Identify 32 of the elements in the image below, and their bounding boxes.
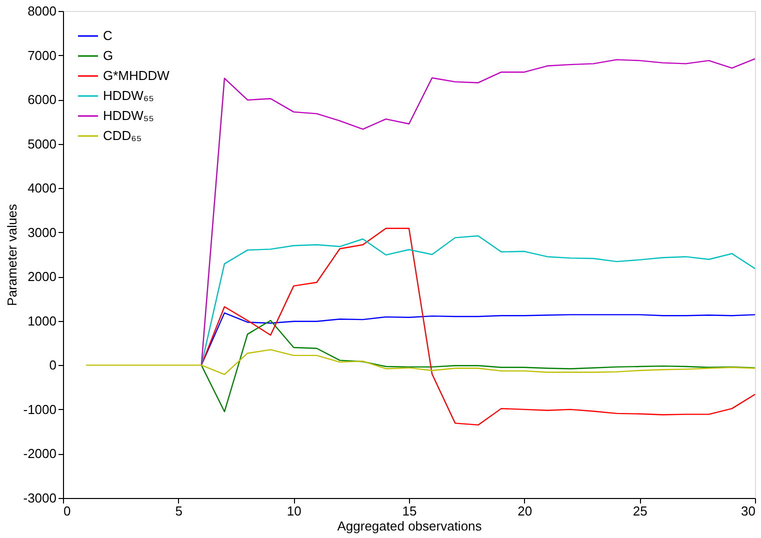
legend-label: G [103,48,114,63]
y-tick-label: 2000 [28,269,56,284]
y-tick-label: 7000 [28,48,56,63]
legend-label: HDDW₅₅ [103,108,154,123]
x-tick-label: 30 [741,504,756,518]
y-tick-label: -3000 [23,490,56,506]
x-axis-title: Aggregated observations [337,518,482,534]
x-tick-label: 25 [632,504,648,518]
legend-label: C [103,28,112,43]
y-tick-label: 3000 [28,224,56,240]
legend-label: HDDW₆₅ [103,88,154,103]
line-series [85,349,756,376]
y-tick-label: 4000 [28,180,56,196]
legend-label: CDD₆₅ [103,128,142,143]
line-series [200,58,756,366]
y-tick-label: -1000 [23,402,56,417]
y-tick-label: -2000 [23,446,56,462]
line-series [200,228,756,426]
x-tick-label: 0 [64,504,71,518]
line-series [200,320,756,412]
x-tick-label: 15 [402,504,417,518]
y-axis-title: Parameter values [4,204,20,306]
line-series [200,235,756,366]
y-tick-label: 0 [49,358,56,373]
x-tick-label: 5 [175,504,182,518]
y-tick-label: 5000 [28,136,56,152]
y-tick-label: 8000 [28,4,56,18]
legend-label: G*MHDDW [103,68,170,83]
y-tick-label: 1000 [28,313,56,328]
y-tick-label: 6000 [28,92,56,108]
x-tick-label: 10 [286,504,302,518]
x-tick-label: 20 [518,504,532,518]
